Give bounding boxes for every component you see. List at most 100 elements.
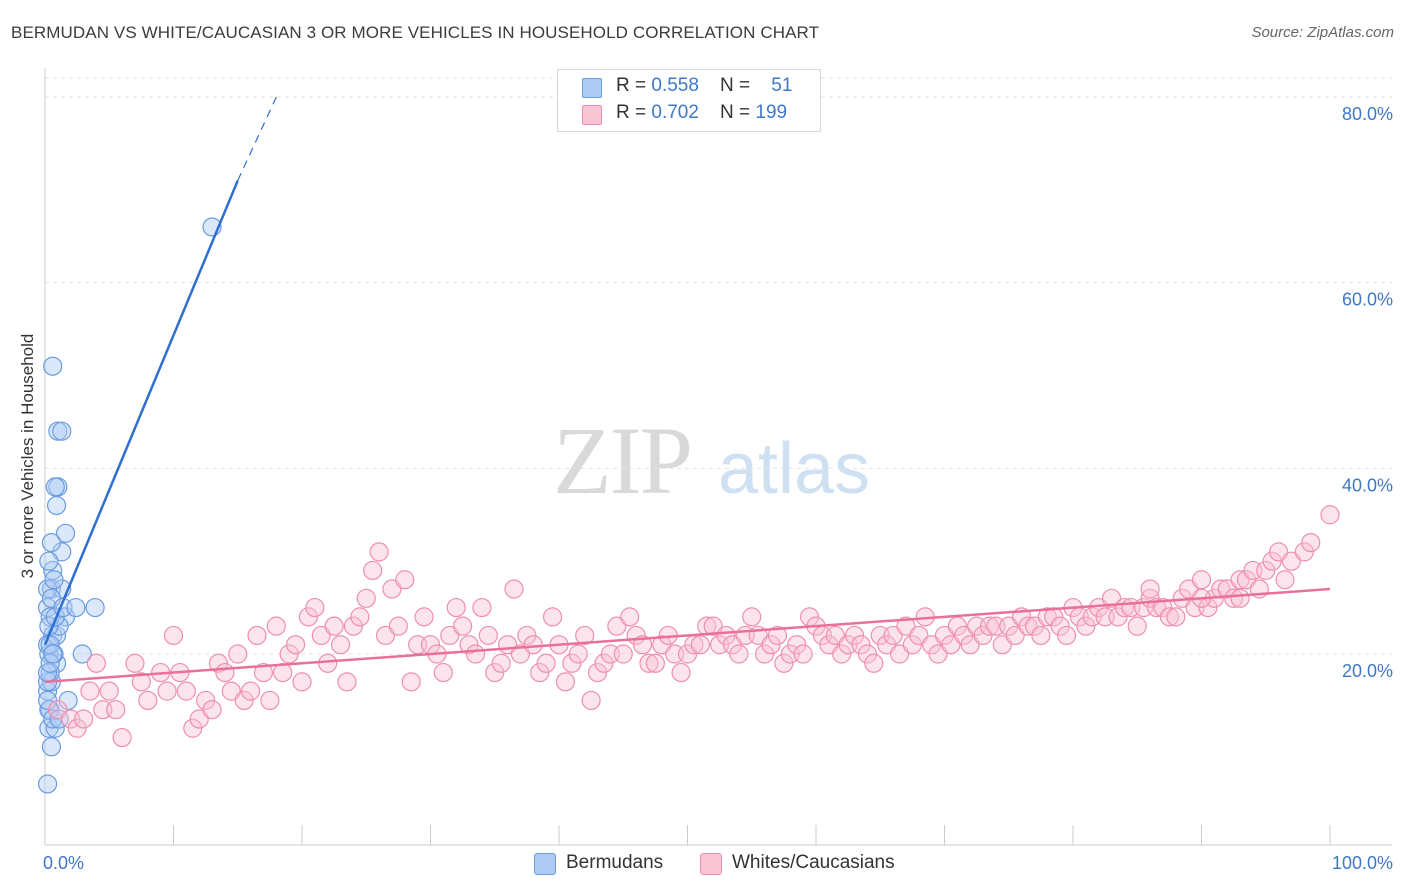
white-point-68 (504, 579, 524, 599)
white-point-95 (677, 644, 698, 664)
white-point-8 (106, 700, 126, 720)
white-point-101 (716, 625, 736, 646)
white-point-10 (125, 653, 145, 673)
white-point-60 (453, 616, 473, 636)
white-point-31 (266, 616, 286, 636)
legend-r-label-2: R = (616, 102, 652, 123)
y-tick-label-1: 40.0% (1342, 475, 1393, 495)
white-point-110 (774, 653, 794, 673)
white-point-135 (934, 625, 955, 646)
white-point-18 (183, 718, 203, 738)
white-point-118 (825, 625, 845, 646)
white-point-64 (478, 625, 498, 646)
bermudan-trend-line (43, 180, 239, 646)
bermudan-point-46 (72, 644, 92, 664)
watermark-zip: ZIP (553, 407, 693, 514)
white-point-12 (138, 690, 158, 711)
white-point-187 (1268, 542, 1289, 562)
white-point-186 (1262, 551, 1282, 571)
white-point-54 (414, 607, 434, 627)
bermudan-point-36 (45, 477, 65, 497)
bottom-label-whites: Whites/Caucasians (732, 852, 895, 873)
y-axis-label: 3 or more Vehicles in Household (18, 334, 37, 579)
white-point-119 (832, 644, 852, 664)
white-point-59 (446, 597, 466, 618)
bottom-swatch-whites (700, 853, 722, 875)
white-point-52 (401, 672, 421, 692)
white-point-79 (575, 625, 595, 646)
legend-text-bermudans: R = 0.558 N = 51 (616, 75, 792, 97)
white-point-81 (587, 662, 608, 683)
bermudan-point-18 (37, 579, 58, 599)
white-point-84 (607, 616, 627, 636)
whites-points (48, 505, 1340, 748)
white-point-150 (1031, 625, 1051, 646)
axes (44, 68, 1392, 846)
bermudan-point-33 (41, 532, 62, 553)
white-point-162 (1108, 607, 1128, 627)
white-point-148 (1018, 616, 1038, 636)
white-point-112 (787, 635, 807, 655)
white-point-133 (922, 635, 942, 655)
white-point-25 (228, 644, 248, 664)
white-point-41 (330, 635, 351, 655)
white-point-27 (241, 681, 261, 701)
white-point-42 (337, 672, 357, 692)
gridlines (45, 77, 1392, 655)
white-point-23 (215, 662, 235, 683)
watermark-atlas: atlas (718, 429, 871, 509)
bermudan-point-39 (43, 356, 63, 376)
white-point-37 (305, 597, 325, 618)
white-point-165 (1127, 616, 1147, 636)
legend-r-label-1: R = (616, 75, 652, 96)
white-point-99 (703, 616, 723, 636)
white-point-94 (671, 662, 691, 683)
white-point-127 (883, 625, 903, 646)
white-point-102 (722, 635, 743, 655)
chart-title: BERMUDAN VS WHITE/CAUCASIAN 3 OR MORE VE… (11, 23, 820, 42)
trend-lines (43, 96, 1331, 684)
white-point-191 (1301, 532, 1321, 553)
white-point-103 (729, 644, 749, 664)
legend-swatch-whites (582, 105, 602, 125)
white-point-113 (793, 644, 813, 664)
white-point-35 (292, 672, 312, 692)
y-tick-label-3: 80.0% (1342, 104, 1393, 124)
white-point-9 (112, 727, 132, 748)
white-point-195 (1140, 579, 1160, 599)
source-label: Source: ZipAtlas.com (1251, 24, 1394, 41)
white-point-19 (189, 709, 209, 729)
white-point-131 (909, 625, 929, 646)
white-point-136 (941, 635, 961, 655)
white-point-78 (568, 644, 588, 664)
white-point-58 (440, 625, 460, 646)
white-point-126 (877, 635, 897, 655)
white-point-122 (851, 635, 871, 655)
x-tick-label-0: 0.0% (43, 853, 84, 873)
white-point-29 (253, 662, 274, 683)
white-point-44 (350, 607, 370, 627)
legend-r-value-2: 0.702 (651, 102, 699, 123)
white-point-121 (844, 625, 865, 646)
white-point-61 (459, 635, 479, 655)
white-point-43 (343, 616, 363, 636)
tick-labels: 20.0% 40.0% 60.0% 80.0% 0.0% 100.0% (43, 104, 1393, 873)
white-point-65 (485, 662, 505, 683)
white-point-77 (562, 653, 582, 673)
white-point-2 (67, 718, 87, 738)
legend-n-value-1: 51 (771, 75, 793, 96)
bermudan-point-34 (46, 495, 67, 516)
white-point-154 (1056, 625, 1077, 646)
white-point-123 (857, 644, 878, 664)
legend-n-label-1: N = (720, 75, 756, 96)
white-point-66 (491, 653, 511, 673)
white-point-39 (318, 653, 338, 673)
white-point-134 (928, 644, 948, 664)
white-point-153 (1050, 616, 1070, 636)
white-point-146 (1005, 625, 1025, 646)
white-point-40 (324, 616, 344, 636)
white-point-141 (973, 625, 993, 646)
y-tick-label-0: 20.0% (1342, 661, 1393, 681)
white-point-182 (1236, 570, 1257, 590)
